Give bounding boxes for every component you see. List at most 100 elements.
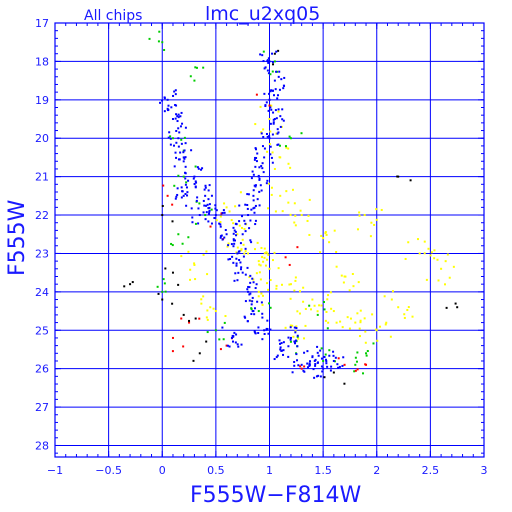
data-point [267, 57, 270, 60]
data-point [129, 283, 132, 286]
data-point [267, 288, 270, 291]
data-point [295, 326, 298, 329]
data-point [180, 186, 183, 189]
data-point [200, 302, 203, 305]
data-point [254, 287, 257, 290]
data-point [231, 255, 234, 258]
data-point [238, 258, 241, 261]
data-point [219, 348, 222, 351]
data-point [341, 364, 344, 367]
data-point [191, 216, 194, 219]
data-point [250, 303, 253, 306]
data-point [174, 104, 177, 107]
data-point [205, 340, 208, 343]
data-point [322, 367, 325, 370]
data-point [254, 165, 257, 168]
data-point [366, 350, 369, 353]
data-point [429, 254, 432, 257]
data-point [186, 194, 189, 197]
y-tick-label: 18 [35, 55, 49, 68]
data-point [254, 185, 257, 188]
data-point [391, 290, 394, 293]
data-point [257, 295, 260, 298]
data-point [162, 278, 165, 281]
y-tick-label: 20 [35, 132, 49, 145]
data-point [423, 252, 426, 255]
data-point [206, 309, 209, 312]
data-point [253, 211, 256, 214]
data-point [337, 357, 340, 360]
data-point [183, 136, 186, 139]
data-point [232, 232, 235, 235]
data-point [302, 300, 305, 303]
data-point [233, 331, 236, 334]
data-point [289, 137, 292, 140]
data-point [202, 66, 205, 69]
data-point [264, 66, 267, 69]
data-point [351, 273, 354, 276]
data-point [328, 241, 331, 244]
data-point [248, 299, 251, 302]
data-point [279, 115, 282, 118]
data-point [244, 273, 247, 276]
data-point [202, 199, 205, 202]
data-point [228, 345, 231, 348]
data-point [284, 145, 287, 148]
data-point [247, 285, 250, 288]
data-point [208, 206, 211, 209]
data-point [303, 365, 306, 368]
data-point [294, 330, 297, 333]
data-point [257, 290, 260, 293]
y-tick-label: 25 [35, 324, 49, 337]
data-point [161, 204, 164, 207]
data-point [252, 199, 255, 202]
y-tick-label: 26 [35, 363, 49, 376]
data-point [266, 252, 269, 255]
data-point [240, 266, 243, 269]
data-point [187, 236, 190, 239]
data-point [314, 358, 317, 361]
data-point [358, 211, 361, 214]
data-point [228, 210, 231, 213]
data-point [210, 208, 213, 211]
data-point [235, 264, 238, 267]
data-point [314, 363, 317, 366]
data-point [309, 360, 312, 363]
data-point [335, 250, 338, 253]
data-point [321, 370, 324, 373]
data-point [194, 222, 197, 225]
data-point [282, 341, 285, 344]
data-point [267, 61, 270, 64]
data-point [324, 231, 327, 234]
data-point [172, 94, 175, 97]
data-point [236, 246, 239, 249]
data-point [254, 184, 257, 187]
data-point [204, 218, 207, 221]
data-point [194, 66, 197, 69]
data-point [379, 325, 382, 328]
data-point [353, 370, 356, 373]
data-point [210, 222, 213, 225]
data-point [370, 221, 373, 224]
data-point [219, 235, 222, 238]
data-point [316, 351, 319, 354]
data-point [343, 363, 346, 366]
data-point [309, 308, 312, 311]
data-point [175, 113, 178, 116]
data-point [263, 247, 266, 250]
data-point [430, 251, 433, 254]
data-point [159, 101, 162, 104]
data-point [300, 363, 303, 366]
data-point [359, 309, 362, 312]
data-point [324, 319, 327, 322]
data-point [296, 334, 299, 337]
data-point [238, 224, 241, 227]
data-point [287, 162, 290, 165]
data-point [178, 131, 181, 134]
data-point [326, 365, 329, 368]
data-point [319, 375, 322, 378]
data-point [252, 194, 255, 197]
data-point [269, 306, 272, 309]
data-point [294, 276, 297, 279]
data-point [275, 70, 278, 73]
